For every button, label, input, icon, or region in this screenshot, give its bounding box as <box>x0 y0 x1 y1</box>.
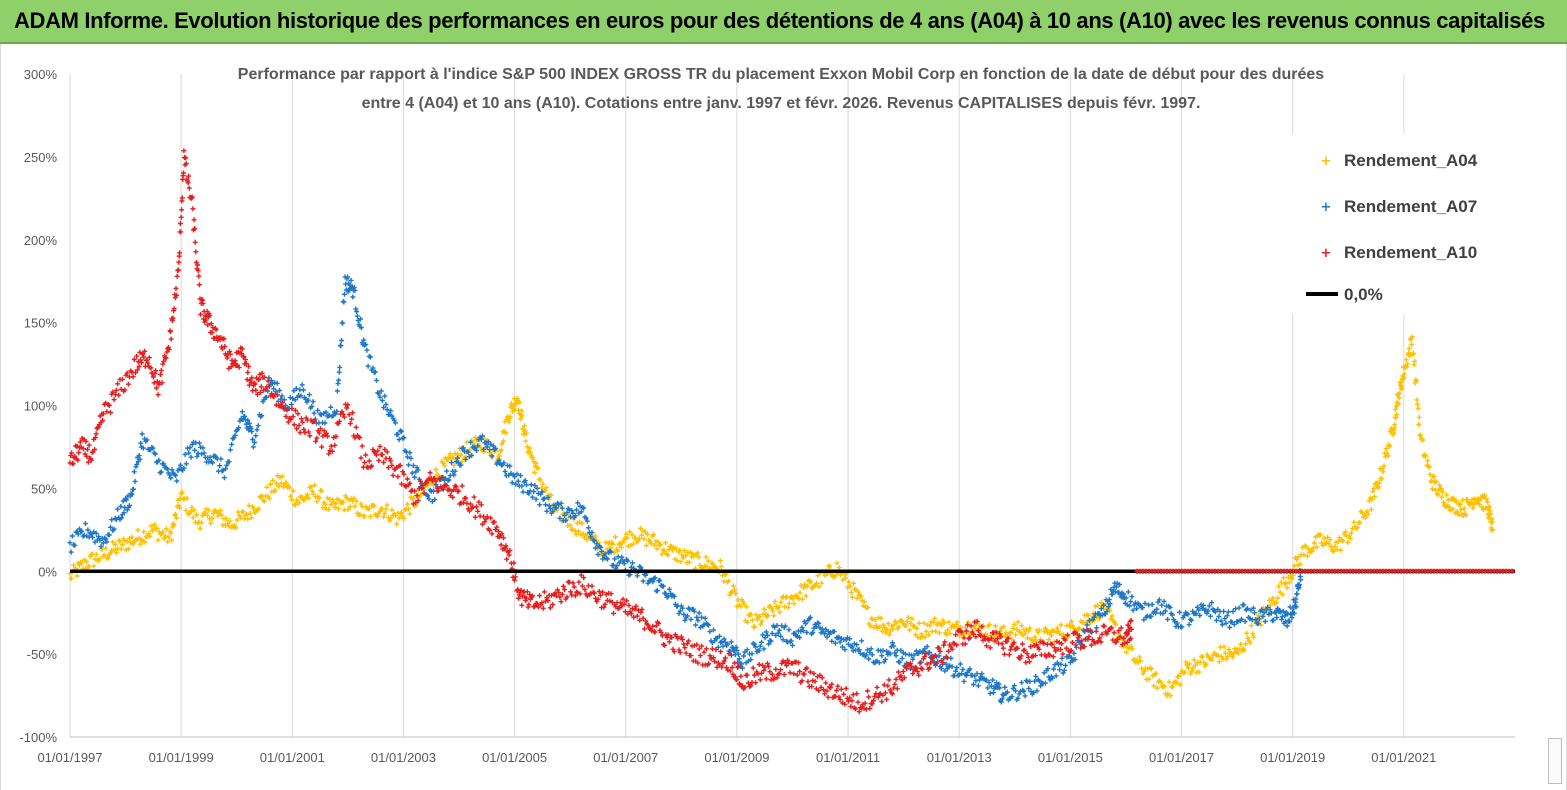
y-tick-label: -100% <box>19 730 57 745</box>
banner-title: ADAM Informe. Evolution historique des p… <box>14 8 1545 33</box>
series-marks-rendement-a07 <box>67 274 1304 705</box>
legend-label-rendement-a10: Rendement_A10 <box>1344 243 1477 262</box>
legend-box <box>1281 134 1506 314</box>
axis-layer: 01/01/1997 01/01/1999 01/01/2001 01/01/2003… <box>19 67 1515 765</box>
grid-layer <box>69 74 1405 737</box>
legend-marker-rendement-a07: + <box>1321 200 1332 215</box>
legend-label-zero-line: 0,0% <box>1344 285 1383 304</box>
y-tick-label: 200% <box>24 233 58 248</box>
x-tick-label: 01/01/1999 <box>149 750 214 765</box>
y-tick-label: 150% <box>24 316 58 331</box>
x-tick-label: 01/01/2001 <box>260 750 325 765</box>
x-tick-label: 01/01/2015 <box>1038 750 1103 765</box>
chart-title-line-1: Performance par rapport à l'indice S&P 5… <box>238 66 1324 83</box>
title-banner: ADAM Informe. Evolution historique des p… <box>0 0 1567 44</box>
y-tick-label: 50% <box>31 481 57 496</box>
legend-marker-rendement-a04: + <box>1321 154 1332 169</box>
x-tick-label: 01/01/1997 <box>37 750 102 765</box>
series-marks-rendement-a10 <box>67 148 1134 715</box>
chart-title: Performance par rapport à l'indice S&P 5… <box>238 66 1324 112</box>
series-marks-rendement-a04 <box>67 334 1496 699</box>
y-tick-label: 250% <box>24 150 58 165</box>
series-a10-zero-band <box>1134 568 1515 574</box>
legend: + Rendement_A04 + Rendement_A07 + Rendement_A… <box>1281 134 1506 314</box>
chart-area: Performance par rapport à l'indice S&P 5… <box>0 44 1567 790</box>
y-tick-label: -50% <box>27 647 58 662</box>
y-tick-label: 0% <box>38 564 57 579</box>
legend-marker-rendement-a10: + <box>1321 246 1332 261</box>
x-tick-label: 01/01/2011 <box>816 750 880 765</box>
series-layer <box>67 148 1496 715</box>
chart-title-line-2: entre 4 (A04) et 10 ans (A10). Cotations… <box>362 95 1201 112</box>
x-tick-label: 01/01/2005 <box>482 750 547 765</box>
zero-line-layer <box>70 568 1515 574</box>
x-tick-label: 01/01/2017 <box>1149 750 1214 765</box>
series-rendement-a10 <box>67 148 1134 715</box>
sheet-scroll-handle[interactable] <box>1548 738 1562 784</box>
x-tick-label: 01/01/2009 <box>704 750 769 765</box>
performance-chart: Performance par rapport à l'indice S&P 5… <box>19 66 1515 765</box>
y-tick-label: 100% <box>24 399 58 414</box>
x-tick-label: 01/01/2003 <box>371 750 436 765</box>
x-tick-label: 01/01/2021 <box>1371 750 1436 765</box>
x-tick-label: 01/01/2013 <box>927 750 992 765</box>
series-rendement-a07 <box>67 274 1304 705</box>
legend-label-rendement-a07: Rendement_A07 <box>1344 197 1477 216</box>
x-tick-label: 01/01/2019 <box>1260 750 1325 765</box>
legend-label-rendement-a04: Rendement_A04 <box>1344 151 1478 170</box>
x-tick-label: 01/01/2007 <box>593 750 658 765</box>
y-tick-label: 300% <box>24 67 58 82</box>
series-rendement-a04 <box>67 334 1496 699</box>
